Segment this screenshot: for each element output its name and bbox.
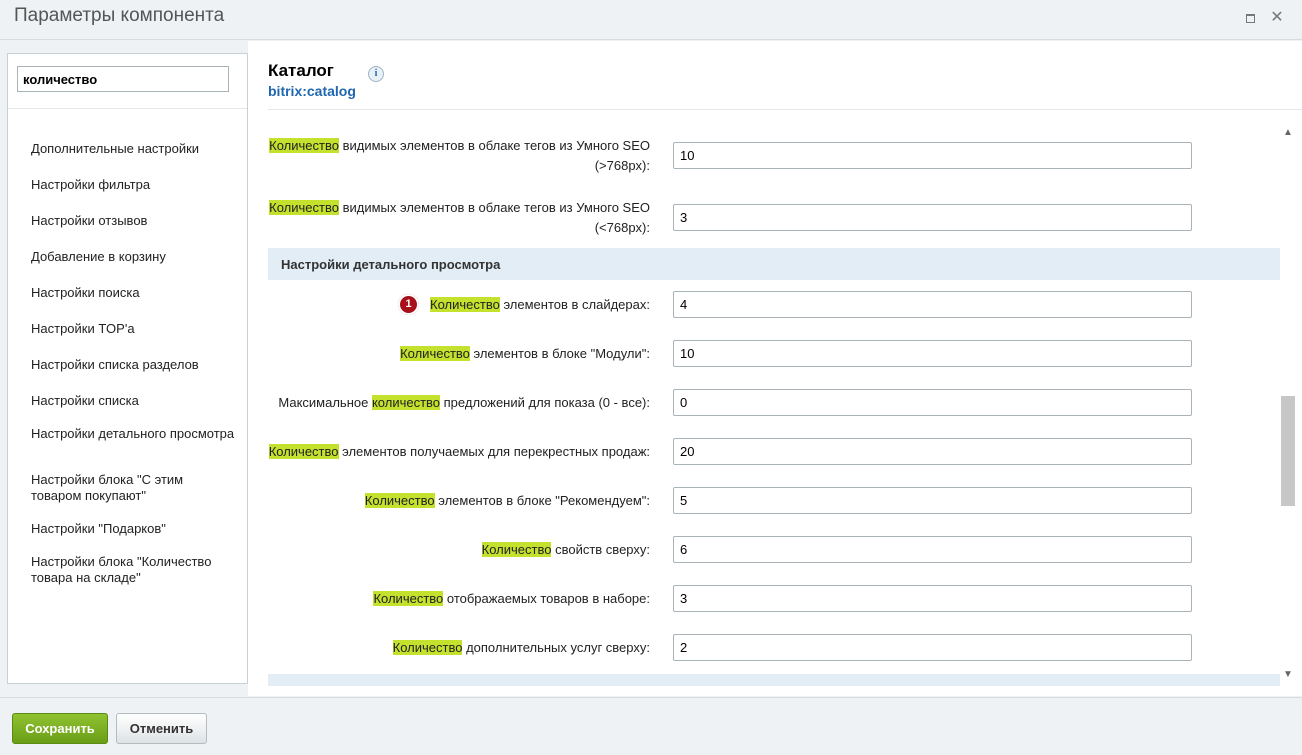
scroll-down-icon[interactable]: ▼ — [1283, 669, 1293, 680]
param-row: Количество видимых элементов в облаке те… — [268, 198, 1280, 238]
sidebar-search — [8, 54, 247, 109]
param-input-slider-count[interactable] — [673, 291, 1192, 318]
sidebar-item-detail-settings[interactable]: Настройки детального просмотра — [31, 426, 235, 441]
param-row: Количество элементов в блоке "Рекомендуе… — [268, 487, 1280, 514]
component-code: bitrix:catalog — [268, 83, 356, 99]
search-highlight: Количество — [268, 444, 339, 459]
param-row: Количество видимых элементов в облаке те… — [268, 136, 1280, 176]
annotation-badge: 1 — [398, 294, 419, 315]
sidebar-item-also-bought-settings[interactable]: Настройки блока "С этим товаром покупают… — [31, 472, 184, 503]
header-divider — [268, 109, 1302, 110]
search-highlight: Количество — [481, 542, 552, 557]
search-highlight: Количество — [430, 297, 500, 312]
param-row: Количество элементов в блоке "Модули": — [268, 340, 1280, 367]
save-button[interactable]: Сохранить — [12, 713, 108, 744]
search-input[interactable] — [17, 66, 229, 92]
section-header-next — [268, 674, 1280, 686]
sidebar-item-stock-settings[interactable]: Настройки блока "Количество товара на ск… — [31, 554, 212, 585]
params-list: Количество видимых элементов в облаке те… — [268, 126, 1280, 686]
param-input-recommended[interactable] — [673, 487, 1192, 514]
search-highlight: Количество — [373, 591, 444, 606]
window-title: Параметры компонента — [14, 5, 225, 26]
param-input-top-properties[interactable] — [673, 536, 1192, 563]
sidebar: Дополнительные настройки Настройки фильт… — [7, 53, 248, 684]
params-scrollbar[interactable]: ▲ ▼ — [1280, 126, 1296, 682]
section-header: Настройки детального просмотра — [268, 248, 1280, 280]
sidebar-nav: Дополнительные настройки Настройки фильт… — [8, 109, 247, 593]
param-row: Количество свойств сверху: — [268, 536, 1280, 563]
scroll-up-icon[interactable]: ▲ — [1283, 127, 1293, 138]
sidebar-item-additional-settings[interactable]: Дополнительные настройки — [31, 141, 200, 156]
info-icon[interactable]: i — [368, 66, 384, 82]
dialog-footer: Сохранить Отменить — [0, 697, 1302, 755]
param-label: Количество свойств сверху: — [481, 542, 650, 557]
param-label: Количество видимых элементов в облаке те… — [269, 200, 650, 235]
component-title: Каталог — [268, 61, 334, 80]
param-label: Количество дополнительных услуг сверху: — [392, 640, 650, 655]
component-header: Каталог bitrix:catalog — [268, 61, 356, 99]
sidebar-item-section-list-settings[interactable]: Настройки списка разделов — [31, 357, 199, 372]
param-input-max-offers[interactable] — [673, 389, 1192, 416]
window-titlebar: Параметры компонента ✕ — [0, 0, 1302, 40]
sidebar-item-top-settings[interactable]: Настройки TOP'а — [31, 321, 135, 336]
sidebar-item-list-settings[interactable]: Настройки списка — [31, 393, 139, 408]
sidebar-item-add-to-cart[interactable]: Добавление в корзину — [31, 249, 166, 264]
maximize-icon — [1245, 14, 1255, 23]
param-input-cross-sales[interactable] — [673, 438, 1192, 465]
sidebar-item-reviews-settings[interactable]: Настройки отзывов — [31, 213, 148, 228]
param-input-tags-cloud-desktop[interactable] — [673, 142, 1192, 169]
param-input-additional-services[interactable] — [673, 634, 1192, 661]
cancel-button[interactable]: Отменить — [116, 713, 207, 744]
param-label: Количество видимых элементов в облаке те… — [269, 138, 650, 173]
search-highlight: количество — [371, 395, 441, 410]
search-highlight: Количество — [392, 640, 463, 655]
param-label: Количество элементов получаемых для пере… — [268, 444, 650, 459]
param-row: 2 Количество элементов получаемых для пе… — [268, 438, 1280, 465]
param-input-set-items[interactable] — [673, 585, 1192, 612]
section-title: Настройки детального просмотра — [281, 257, 501, 272]
param-input-modules-count[interactable] — [673, 340, 1192, 367]
param-label: Максимальное количество предложений для … — [278, 395, 650, 410]
search-highlight: Количество — [400, 346, 470, 361]
param-label: Количество элементов в блоке "Модули": — [400, 346, 650, 361]
param-label: Количество отображаемых товаров в наборе… — [373, 591, 650, 606]
param-row: Количество отображаемых товаров в наборе… — [268, 585, 1280, 612]
close-button[interactable]: ✕ — [1268, 9, 1286, 27]
sidebar-item-filter-settings[interactable]: Настройки фильтра — [31, 177, 151, 192]
search-highlight: Количество — [269, 200, 339, 215]
param-label: Количество элементов в блоке "Рекомендуе… — [364, 493, 650, 508]
param-row: 1 Количество элементов в слайдерах: — [268, 291, 1280, 318]
main-panel: Каталог bitrix:catalog i Количество види… — [248, 41, 1302, 696]
param-label: Количество элементов в слайдерах: — [430, 297, 650, 312]
search-highlight: Количество — [269, 138, 339, 153]
close-icon: ✕ — [1270, 9, 1284, 26]
sidebar-item-search-settings[interactable]: Настройки поиска — [31, 285, 140, 300]
param-input-tags-cloud-mobile[interactable] — [673, 204, 1192, 231]
sidebar-item-gifts-settings[interactable]: Настройки "Подарков" — [31, 521, 166, 536]
search-highlight: Количество — [364, 493, 435, 508]
param-row: Количество дополнительных услуг сверху: — [268, 634, 1280, 661]
param-row: Максимальное количество предложений для … — [268, 389, 1280, 416]
scroll-thumb[interactable] — [1281, 396, 1295, 506]
maximize-button[interactable] — [1241, 9, 1259, 27]
